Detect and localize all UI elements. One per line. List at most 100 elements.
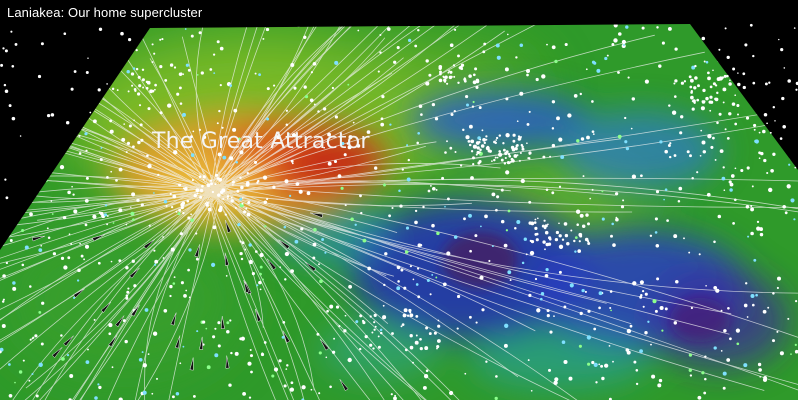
galaxy-point (581, 288, 585, 293)
galaxy-point (29, 154, 33, 157)
galaxy-point (1, 300, 5, 303)
galaxy-point (727, 306, 730, 310)
galaxy-point (240, 257, 244, 261)
galaxy-point (635, 369, 639, 372)
galaxy-point (579, 213, 584, 218)
background-galaxy (133, 119, 135, 122)
galaxy-point (217, 344, 221, 348)
background-galaxy (140, 203, 144, 207)
galaxy-point (195, 257, 199, 261)
galaxy-point (114, 75, 117, 77)
background-galaxy (125, 223, 128, 226)
galaxy-point (593, 362, 598, 368)
galaxy-point (118, 167, 123, 172)
galaxy-point (615, 216, 618, 219)
galaxy-point (717, 40, 720, 44)
galaxy-point (104, 204, 108, 207)
galaxy-point (673, 234, 678, 239)
flow-line (20, 188, 211, 400)
background-galaxy (768, 81, 771, 84)
galaxy-point (414, 220, 418, 225)
galaxy-point (199, 188, 204, 193)
galaxy-point (506, 160, 511, 165)
galaxy-point (706, 192, 711, 197)
background-galaxy (132, 145, 135, 149)
galaxy-point (593, 61, 597, 65)
galaxy-point (439, 72, 442, 76)
galaxy-point (723, 74, 727, 78)
galaxy-point (789, 156, 793, 160)
galaxy-point (237, 222, 241, 227)
background-galaxy (772, 152, 776, 156)
galaxy-point (111, 366, 114, 369)
background-galaxy (709, 95, 713, 99)
galaxy-point (377, 70, 380, 73)
galaxy-point (475, 321, 478, 324)
galaxy-point (200, 71, 204, 75)
background-galaxy (46, 113, 51, 118)
galaxy-point (716, 91, 719, 95)
galaxy-point (541, 74, 546, 79)
galaxy-point (136, 92, 141, 96)
background-galaxy (11, 116, 16, 121)
galaxy-point (133, 284, 137, 288)
galaxy-point (38, 248, 43, 253)
galaxy-point (496, 55, 501, 60)
galaxy-point (526, 73, 529, 77)
galaxy-point (625, 348, 630, 352)
galaxy-point (468, 143, 472, 147)
galaxy-point (248, 259, 253, 265)
galaxy-point (675, 279, 679, 284)
galaxy-point (444, 205, 446, 208)
galaxy-point (78, 54, 81, 58)
galaxy-point (202, 135, 207, 139)
background-galaxy (718, 48, 721, 51)
background-galaxy (746, 166, 750, 170)
galaxy-point (774, 116, 777, 119)
galaxy-point (467, 140, 471, 143)
galaxy-point (704, 377, 707, 381)
galaxy-point (658, 378, 663, 383)
galaxy-point (0, 350, 2, 354)
galaxy-point (130, 72, 135, 76)
galaxy-point (124, 339, 128, 344)
galaxy-point (732, 72, 735, 75)
galaxy-point (787, 317, 790, 320)
galaxy-point (647, 320, 650, 323)
galaxy-point (576, 139, 580, 143)
galaxy-point (108, 323, 113, 328)
flow-line (213, 24, 342, 194)
background-galaxy (787, 79, 791, 83)
galaxy-point (85, 176, 89, 180)
galaxy-point (343, 329, 347, 333)
galaxy-point (190, 34, 194, 38)
galaxy-point (175, 392, 180, 396)
galaxy-point (290, 159, 294, 163)
background-galaxy (705, 96, 709, 101)
galaxy-point (12, 281, 16, 285)
galaxy-point (436, 345, 440, 349)
galaxy-point (262, 175, 268, 180)
galaxy-point (329, 304, 334, 309)
galaxy-point (69, 374, 74, 378)
galaxy-point (213, 72, 216, 74)
galaxy-point (404, 250, 409, 254)
galaxy-point (772, 292, 775, 295)
galaxy-point (587, 222, 590, 226)
velocity-arrow (310, 212, 324, 218)
galaxy-point (164, 79, 168, 82)
galaxy-point (237, 137, 241, 141)
galaxy-point (777, 276, 781, 281)
galaxy-point (329, 385, 332, 389)
flow-line (209, 24, 689, 195)
galaxy-point (384, 252, 388, 256)
galaxy-point (569, 283, 574, 288)
galaxy-point (304, 94, 309, 99)
galaxy-point (438, 78, 443, 83)
background-galaxy (694, 64, 697, 68)
galaxy-point (66, 354, 70, 357)
great-attractor-label: The Great Attractor (151, 129, 370, 154)
galaxy-point (795, 300, 798, 303)
galaxy-point (690, 90, 693, 93)
galaxy-point (577, 249, 582, 253)
